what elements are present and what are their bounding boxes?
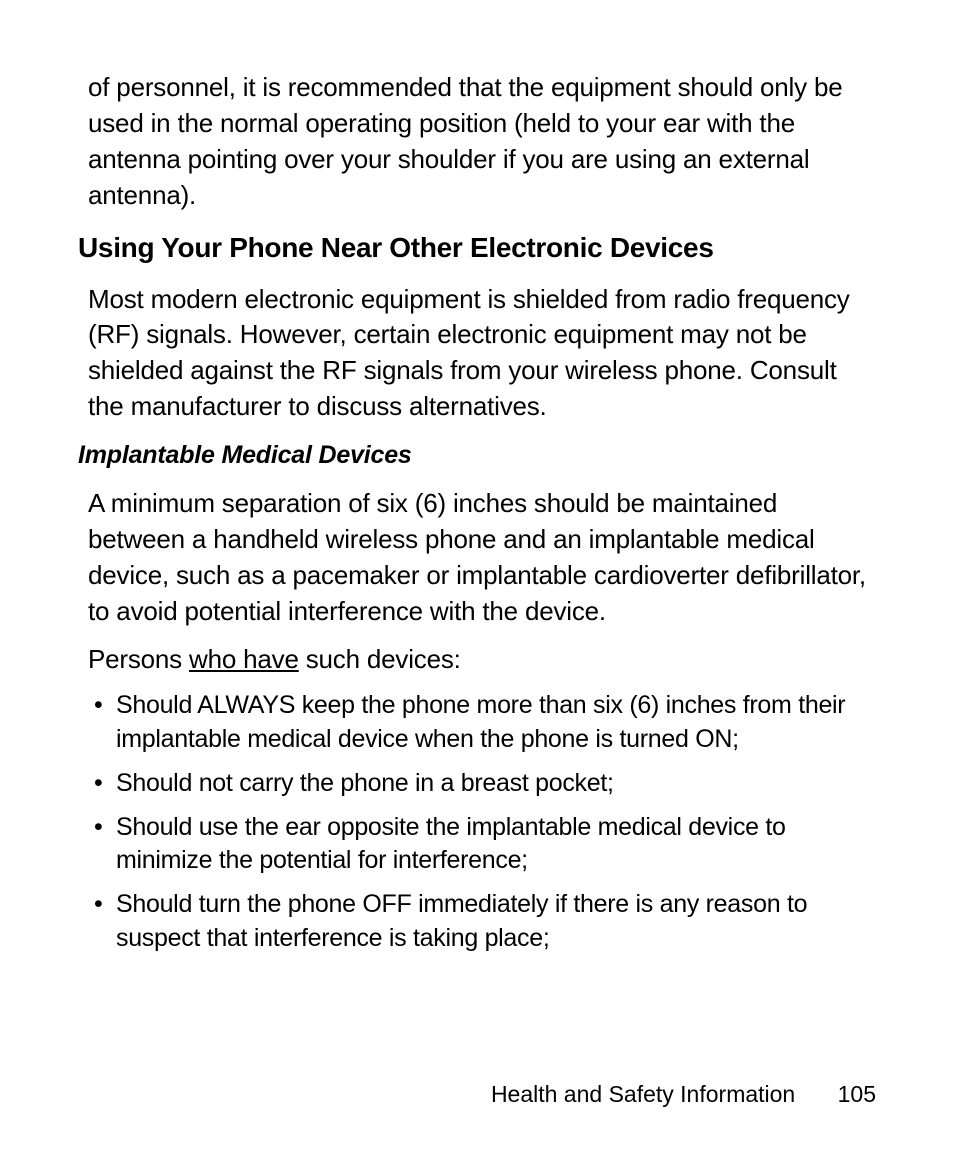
list-intro-post: such devices: [299,644,461,674]
page-number: 105 [838,1081,876,1107]
list-intro-underline: who have [189,644,299,674]
list-item: Should turn the phone OFF immediately if… [94,888,876,956]
section-paragraph: Most modern electronic equipment is shie… [88,282,876,426]
list-item: Should not carry the phone in a breast p… [94,767,876,801]
page-footer: Health and Safety Information 105 [491,1081,876,1108]
list-intro-pre: Persons [88,644,189,674]
list-item: Should use the ear opposite the implanta… [94,811,876,879]
footer-section-name: Health and Safety Information [491,1081,795,1107]
list-item: Should ALWAYS keep the phone more than s… [94,689,876,757]
subsection-heading: Implantable Medical Devices [78,441,876,470]
intro-paragraph: of personnel, it is recommended that the… [88,70,876,214]
subsection-paragraph: A minimum separation of six (6) inches s… [88,486,876,630]
section-heading: Using Your Phone Near Other Electronic D… [78,232,876,264]
list-intro: Persons who have such devices: [88,642,876,678]
